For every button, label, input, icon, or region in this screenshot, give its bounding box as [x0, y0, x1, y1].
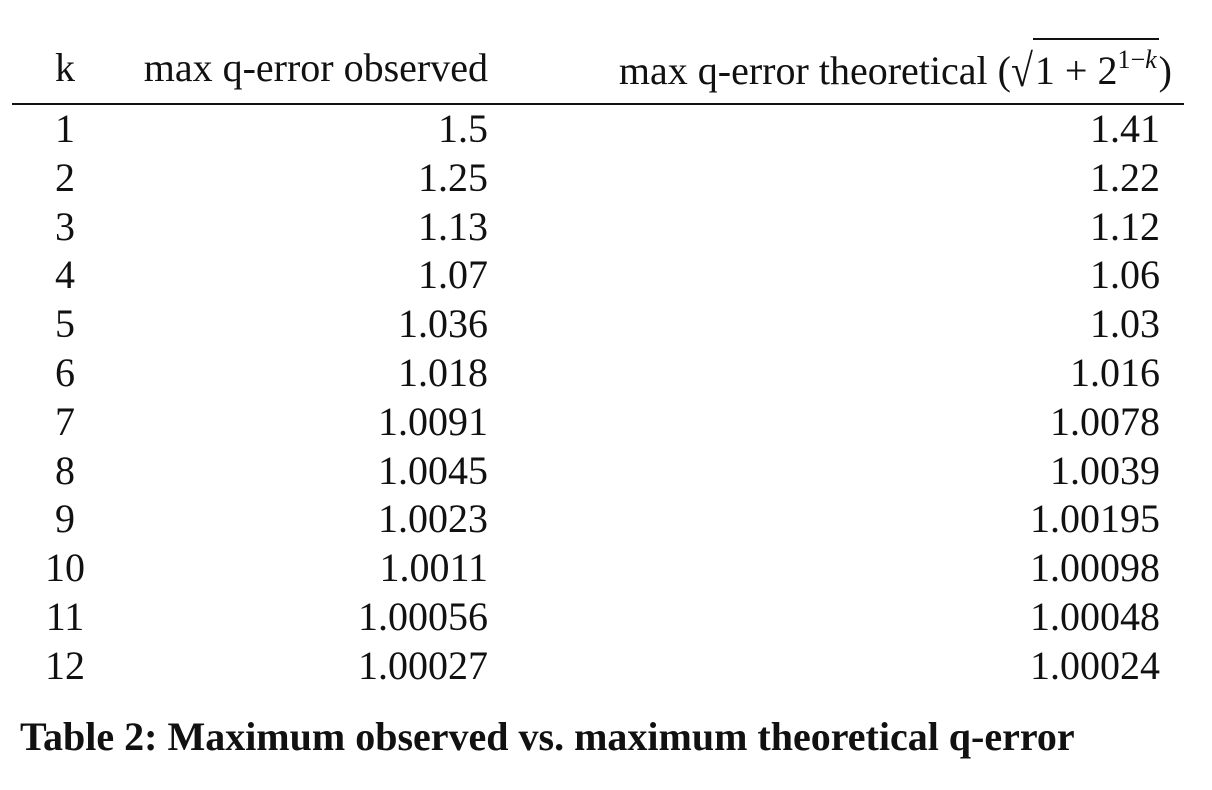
- table-row: 3 1.13 1.12: [12, 203, 1184, 252]
- cell-k: 9: [55, 496, 75, 542]
- table-row: 2 1.25 1.22: [12, 154, 1184, 203]
- cell-observed: 1.5: [438, 106, 488, 151]
- cell-theoretical: 1.06: [1090, 252, 1160, 298]
- cell-k: 5: [55, 301, 75, 347]
- table-row: 11 1.00056 1.00048: [12, 593, 1184, 642]
- table-row: 5 1.036 1.03: [12, 300, 1184, 349]
- cell-k: 3: [55, 203, 75, 249]
- header-k: k: [12, 38, 118, 105]
- table-row: 8 1.0045 1.0039: [12, 447, 1184, 496]
- cell-theoretical: 1.00195: [1030, 496, 1160, 542]
- table-header: k max q-error observed max q-error theor…: [12, 38, 1184, 105]
- header-theoretical: max q-error theoretical (√1 + 21−k): [488, 38, 1184, 105]
- formula-exponent-pre: 1−: [1117, 45, 1146, 74]
- q-error-table: k max q-error observed max q-error theor…: [12, 38, 1184, 691]
- cell-k: 6: [55, 349, 75, 395]
- table-row: 7 1.0091 1.0078: [12, 398, 1184, 447]
- cell-k: 11: [45, 593, 85, 639]
- cell-observed: 1.13: [418, 203, 488, 249]
- sqrt-symbol: √: [1010, 44, 1033, 97]
- cell-observed: 1.25: [418, 154, 488, 200]
- table-caption: Table 2: Maximum observed vs. maximum th…: [20, 714, 1075, 759]
- cell-theoretical: 1.00048: [1030, 593, 1160, 639]
- cell-observed: 1.0045: [378, 447, 488, 493]
- cell-observed: 1.0011: [379, 545, 488, 591]
- cell-k: 12: [45, 642, 85, 688]
- table-body: 1 1.5 1.41 2 1.25 1.22 3 1.13 1.12 4 1.07 1.06 5…: [12, 104, 1184, 691]
- header-row: k max q-error observed max q-error theor…: [12, 38, 1184, 105]
- formula-exponent: 1−k: [1117, 45, 1156, 74]
- results-table-container: k max q-error observed max q-error theor…: [12, 38, 1184, 691]
- cell-k: 10: [45, 545, 85, 591]
- sqrt-radicand: 1 + 21−k: [1032, 38, 1159, 93]
- cell-k: 4: [55, 252, 75, 298]
- table-row: 6 1.018 1.016: [12, 349, 1184, 398]
- header-theoretical-suffix: ): [1158, 48, 1172, 93]
- table-row: 12 1.00027 1.00024: [12, 642, 1184, 691]
- cell-theoretical: 1.0078: [1050, 398, 1160, 444]
- table-row: 4 1.07 1.06: [12, 251, 1184, 300]
- cell-k: 7: [55, 398, 75, 444]
- cell-observed: 1.018: [398, 349, 488, 395]
- cell-k: 8: [55, 447, 75, 493]
- cell-observed: 1.036: [398, 301, 488, 347]
- cell-theoretical: 1.016: [1070, 349, 1160, 395]
- cell-observed: 1.00056: [358, 593, 488, 639]
- cell-theoretical: 1.03: [1090, 301, 1160, 347]
- cell-theoretical: 1.00098: [1030, 545, 1160, 591]
- cell-observed: 1.0091: [378, 398, 488, 444]
- formula-base: 1 + 2: [1034, 48, 1118, 93]
- table-row: 10 1.0011 1.00098: [12, 544, 1184, 593]
- header-observed: max q-error observed: [118, 38, 488, 105]
- cell-observed: 1.0023: [378, 496, 488, 542]
- cell-observed: 1.07: [418, 252, 488, 298]
- cell-theoretical: 1.41: [1090, 106, 1160, 151]
- table-row: 1 1.5 1.41: [12, 104, 1184, 154]
- formula-exponent-var: k: [1145, 45, 1157, 74]
- cell-theoretical: 1.22: [1090, 154, 1160, 200]
- cell-theoretical: 1.00024: [1030, 642, 1160, 688]
- cell-observed: 1.00027: [358, 642, 488, 688]
- header-theoretical-prefix: max q-error theoretical (: [618, 48, 1011, 93]
- cell-theoretical: 1.0039: [1050, 447, 1160, 493]
- sqrt-formula: √1 + 21−k: [1011, 38, 1159, 97]
- cell-k: 2: [55, 154, 75, 200]
- cell-theoretical: 1.12: [1090, 203, 1160, 249]
- table-row: 9 1.0023 1.00195: [12, 495, 1184, 544]
- cell-k: 1: [55, 106, 75, 151]
